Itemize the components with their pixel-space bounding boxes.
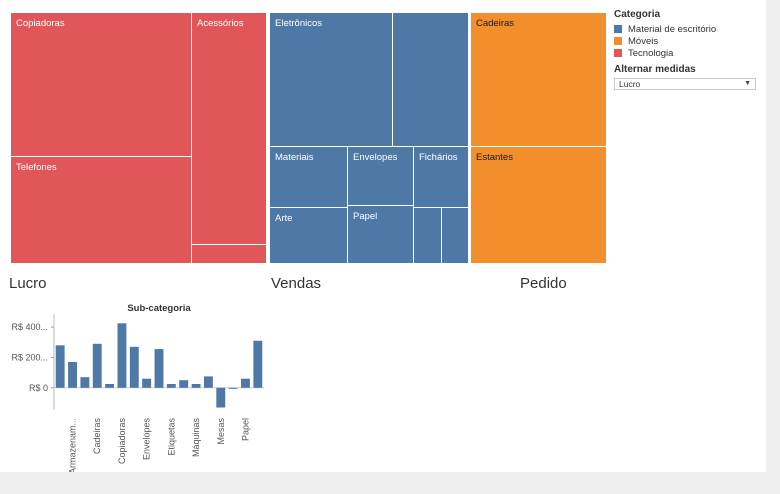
chart-title-pedido: Pedido — [520, 275, 567, 292]
tile-cadeiras[interactable]: Cadeiras — [470, 12, 607, 147]
chart-title-vendas: Vendas — [271, 275, 322, 292]
bar — [203, 376, 213, 388]
measure-dropdown[interactable]: Lucro ▼ — [614, 78, 756, 90]
bar — [105, 384, 115, 388]
x-tick-label: Mesas — [216, 418, 226, 445]
tile-telefones[interactable]: Telefones — [10, 156, 192, 264]
bar — [55, 345, 65, 388]
bar — [253, 340, 263, 388]
bar — [166, 384, 176, 388]
tile-eletronicos[interactable]: Eletrônicos — [269, 12, 393, 147]
x-tick-label: Envelopes — [142, 418, 152, 461]
y-tick-label: R$ 200... — [11, 352, 48, 362]
x-tick-label: Máquinas — [191, 418, 201, 458]
bar — [216, 387, 226, 408]
bar — [117, 323, 127, 388]
legend: Categoria Material de escritório Móveis … — [614, 9, 760, 59]
bar — [241, 378, 250, 388]
x-tick-label: Copiadoras — [117, 418, 127, 465]
legend-swatch — [614, 49, 622, 57]
chart-lucro: Sub-categoria R$ 0 R$ 200... R$ 400... Armaz… — [11, 303, 264, 472]
tile-papel[interactable]: Papel — [347, 205, 414, 264]
tile-label: Arte — [275, 213, 293, 224]
bar — [154, 349, 164, 388]
tile-acessorios[interactable]: Acessórios — [191, 12, 267, 245]
bar — [142, 378, 152, 388]
tile-label: Estantes — [476, 152, 513, 163]
tile-envelopes[interactable]: Envelopes — [347, 146, 414, 206]
chart-title-lucro: Lucro — [9, 275, 47, 292]
dropdown-value: Lucro — [619, 79, 641, 89]
tile-materiais[interactable]: Materiais — [269, 146, 348, 208]
dashboard: Copiadoras Acessórios Telefones Eletrôni… — [0, 0, 766, 472]
chart-subtitle: Sub-categoria — [127, 303, 191, 314]
chevron-down-icon: ▼ — [744, 80, 751, 87]
x-tick-label: Armazenam... — [68, 418, 78, 472]
tile-estantes[interactable]: Estantes — [470, 146, 607, 264]
bar — [191, 384, 201, 388]
legend-item[interactable]: Tecnologia — [614, 47, 760, 59]
x-tick-label: Papel — [240, 418, 250, 441]
chart-pedido: Sub-categoria05001000Armazenam...Cadeira… — [510, 298, 766, 472]
bar — [228, 387, 238, 389]
tile-label: Papel — [353, 211, 378, 222]
legend-item[interactable]: Material de escritório — [614, 23, 760, 35]
tile-label: Eletrônicos — [275, 18, 322, 29]
bar — [129, 346, 139, 388]
tile-label: Envelopes — [353, 152, 398, 163]
tile-ficharios[interactable]: Fichários — [413, 146, 469, 208]
x-tick-label: Cadeiras — [92, 418, 102, 455]
legend-swatch — [614, 37, 622, 45]
tile-arte[interactable]: Arte — [269, 207, 348, 264]
x-tick-label: Etiquetas — [166, 418, 176, 456]
parameter-title: Alternar medidas — [614, 64, 696, 75]
tile-label: Materiais — [275, 152, 314, 163]
tile-label: Copiadoras — [16, 18, 65, 29]
tile-label: Telefones — [16, 162, 57, 173]
bar — [68, 362, 77, 388]
legend-label: Tecnologia — [628, 47, 674, 59]
legend-label: Material de escritório — [628, 23, 717, 35]
tile-label: Cadeiras — [476, 18, 515, 29]
tile-etiquetas[interactable] — [413, 207, 442, 264]
legend-title: Categoria — [614, 9, 661, 20]
y-tick-label: R$ 0 — [29, 383, 48, 393]
tile-label: Acessórios — [197, 18, 244, 29]
bar — [80, 377, 90, 388]
tile-grampos[interactable] — [441, 207, 469, 264]
legend-item[interactable]: Móveis — [614, 35, 760, 47]
bar — [92, 343, 102, 388]
tile-label: Fichários — [419, 152, 458, 163]
y-tick-label: R$ 400... — [11, 322, 48, 332]
tile-armazenamento[interactable] — [392, 12, 469, 147]
legend-swatch — [614, 25, 622, 33]
tile-tecnologia-small[interactable] — [191, 244, 267, 264]
bar — [179, 380, 189, 388]
tile-copiadoras[interactable]: Copiadoras — [10, 12, 192, 157]
legend-label: Móveis — [628, 35, 659, 47]
